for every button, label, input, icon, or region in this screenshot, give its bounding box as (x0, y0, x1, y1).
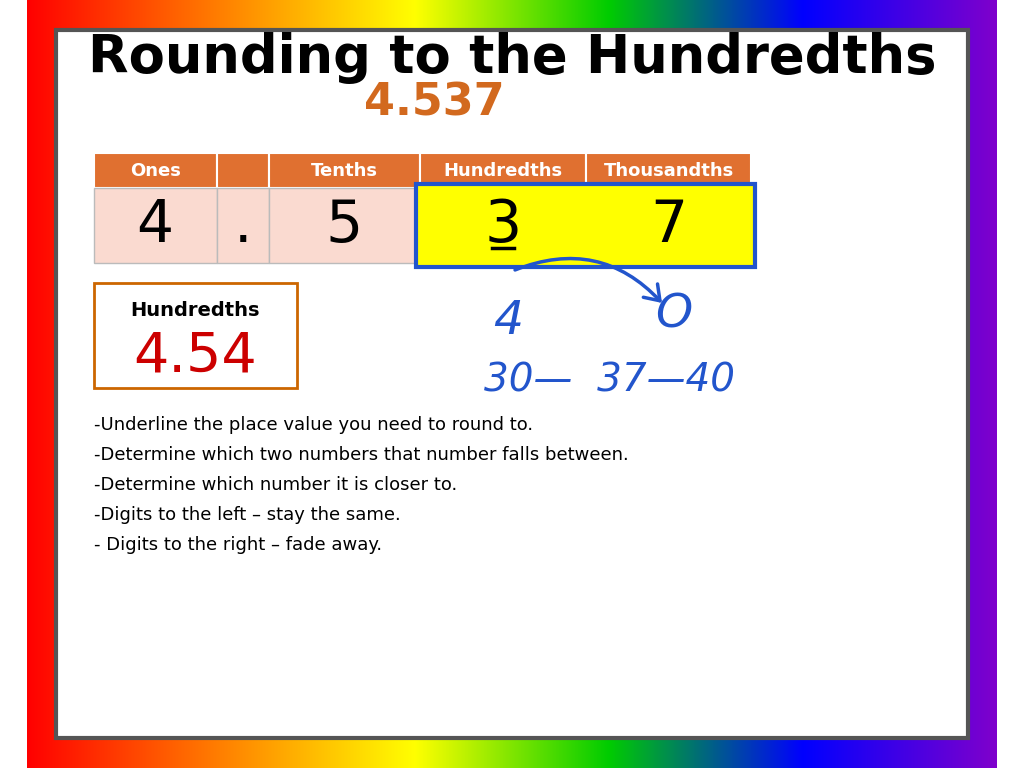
FancyBboxPatch shape (56, 30, 968, 738)
Text: Hundredths: Hundredths (443, 161, 562, 180)
Text: -Underline the place value you need to round to.: -Underline the place value you need to r… (94, 416, 532, 434)
Text: 5: 5 (326, 197, 364, 254)
Text: Ones: Ones (130, 161, 180, 180)
Text: - Digits to the right – fade away.: - Digits to the right – fade away. (94, 536, 382, 554)
Text: -Determine which two numbers that number falls between.: -Determine which two numbers that number… (94, 446, 629, 464)
Text: Hundredths: Hundredths (131, 302, 260, 320)
Text: 4: 4 (493, 299, 523, 343)
Text: O: O (654, 293, 692, 337)
FancyBboxPatch shape (268, 188, 420, 263)
Text: 4: 4 (136, 197, 174, 254)
FancyBboxPatch shape (94, 153, 217, 188)
Text: Rounding to the Hundredths: Rounding to the Hundredths (88, 32, 936, 84)
FancyBboxPatch shape (94, 188, 217, 263)
Text: 4.537: 4.537 (365, 81, 505, 124)
Text: 30—  37—40: 30— 37—40 (484, 362, 735, 400)
Text: -Determine which number it is closer to.: -Determine which number it is closer to. (94, 476, 457, 494)
FancyBboxPatch shape (268, 153, 420, 188)
Text: Thousandths: Thousandths (603, 161, 734, 180)
Text: Tenths: Tenths (311, 161, 378, 180)
Text: 3: 3 (484, 197, 521, 254)
Text: -Digits to the left – stay the same.: -Digits to the left – stay the same. (94, 506, 400, 524)
Text: 7: 7 (650, 197, 687, 254)
FancyBboxPatch shape (586, 153, 752, 188)
FancyBboxPatch shape (94, 283, 297, 388)
Text: 4.54: 4.54 (133, 329, 257, 383)
FancyBboxPatch shape (417, 184, 756, 267)
FancyBboxPatch shape (217, 188, 268, 263)
FancyBboxPatch shape (217, 153, 268, 188)
FancyBboxPatch shape (420, 153, 586, 188)
FancyArrowPatch shape (515, 259, 659, 301)
Text: .: . (233, 197, 252, 254)
